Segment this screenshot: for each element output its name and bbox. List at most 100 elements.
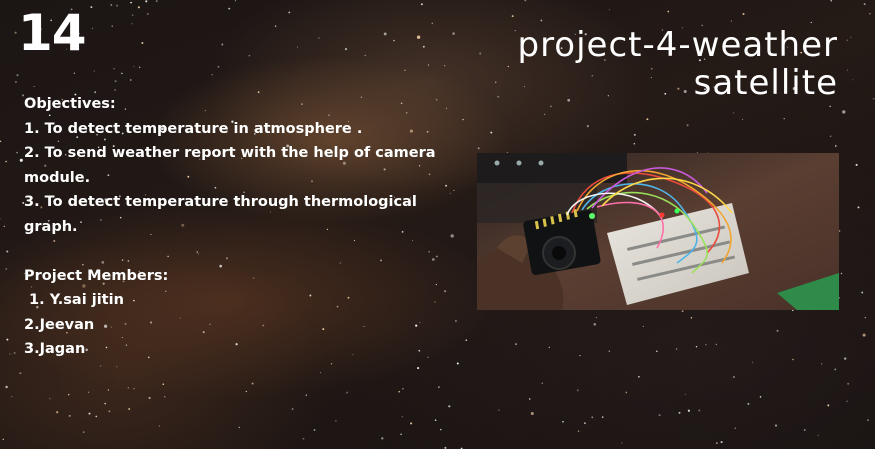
star — [507, 65, 509, 68]
star — [5, 160, 7, 163]
star — [601, 416, 604, 418]
objective-line: 1. To detect temperature in atmosphere . — [24, 120, 363, 137]
star — [97, 155, 99, 157]
star — [179, 317, 181, 319]
star — [214, 186, 217, 189]
star — [238, 426, 240, 429]
star — [94, 91, 97, 94]
star — [477, 147, 480, 150]
star — [843, 357, 847, 360]
star — [591, 416, 594, 419]
star — [352, 354, 354, 356]
star — [252, 277, 255, 279]
star — [541, 382, 543, 384]
star — [112, 145, 115, 148]
star — [415, 324, 418, 327]
star — [286, 144, 290, 148]
star — [855, 163, 858, 166]
star — [683, 90, 687, 93]
star — [116, 366, 118, 368]
star — [65, 154, 67, 156]
star — [725, 79, 728, 81]
star — [309, 294, 312, 297]
star — [235, 343, 238, 346]
star — [14, 80, 17, 84]
star — [417, 367, 420, 370]
star — [861, 291, 864, 294]
star — [567, 39, 569, 41]
star — [260, 125, 263, 128]
star — [393, 196, 396, 198]
star — [196, 251, 199, 253]
star — [427, 356, 429, 359]
star — [584, 33, 587, 36]
star — [199, 158, 201, 160]
star — [328, 114, 330, 116]
star — [66, 331, 68, 334]
star — [792, 358, 794, 361]
star — [22, 201, 25, 204]
star — [257, 91, 260, 94]
star — [846, 39, 848, 41]
star — [829, 135, 832, 138]
star — [138, 270, 141, 273]
star — [450, 234, 454, 238]
star — [363, 325, 365, 328]
star — [633, 133, 636, 136]
star — [107, 174, 110, 177]
star — [133, 65, 135, 67]
star — [835, 145, 837, 147]
star — [241, 157, 243, 159]
star — [145, 0, 148, 3]
star — [730, 20, 733, 22]
star — [732, 375, 735, 379]
star — [850, 36, 852, 38]
star — [720, 441, 723, 444]
star — [678, 411, 681, 414]
star — [149, 321, 153, 324]
star — [141, 42, 144, 44]
star — [872, 98, 875, 100]
star — [868, 12, 871, 15]
star — [490, 131, 493, 134]
star — [88, 412, 91, 415]
star — [863, 3, 866, 6]
star — [690, 316, 693, 319]
star — [511, 15, 514, 18]
star — [11, 396, 13, 398]
star — [100, 219, 102, 221]
star — [97, 146, 100, 149]
objective-line: 3. To detect temperature through thermol… — [24, 194, 417, 210]
star — [514, 29, 516, 32]
star — [456, 362, 459, 365]
star — [646, 118, 649, 121]
star — [444, 446, 447, 449]
star — [104, 198, 107, 201]
star — [202, 331, 205, 334]
star — [310, 180, 314, 183]
star — [342, 161, 346, 165]
star — [434, 419, 437, 421]
star — [454, 319, 457, 323]
star — [234, 0, 237, 2]
star — [148, 396, 151, 400]
star — [664, 92, 667, 95]
star — [9, 353, 11, 355]
star — [621, 442, 623, 444]
slide-title-line-1: project-4-weather — [517, 25, 838, 65]
star — [495, 81, 497, 83]
star — [19, 158, 23, 162]
star — [95, 415, 98, 418]
star — [544, 113, 546, 115]
slide-content: Objectives: 1. To detect temperature in … — [24, 92, 454, 362]
star — [124, 108, 127, 110]
star — [550, 105, 552, 108]
star — [701, 24, 703, 26]
star — [583, 422, 586, 425]
star — [651, 68, 653, 70]
spacer — [24, 239, 454, 264]
star — [444, 290, 447, 293]
star — [409, 129, 413, 133]
star — [803, 429, 806, 431]
star — [301, 103, 303, 105]
